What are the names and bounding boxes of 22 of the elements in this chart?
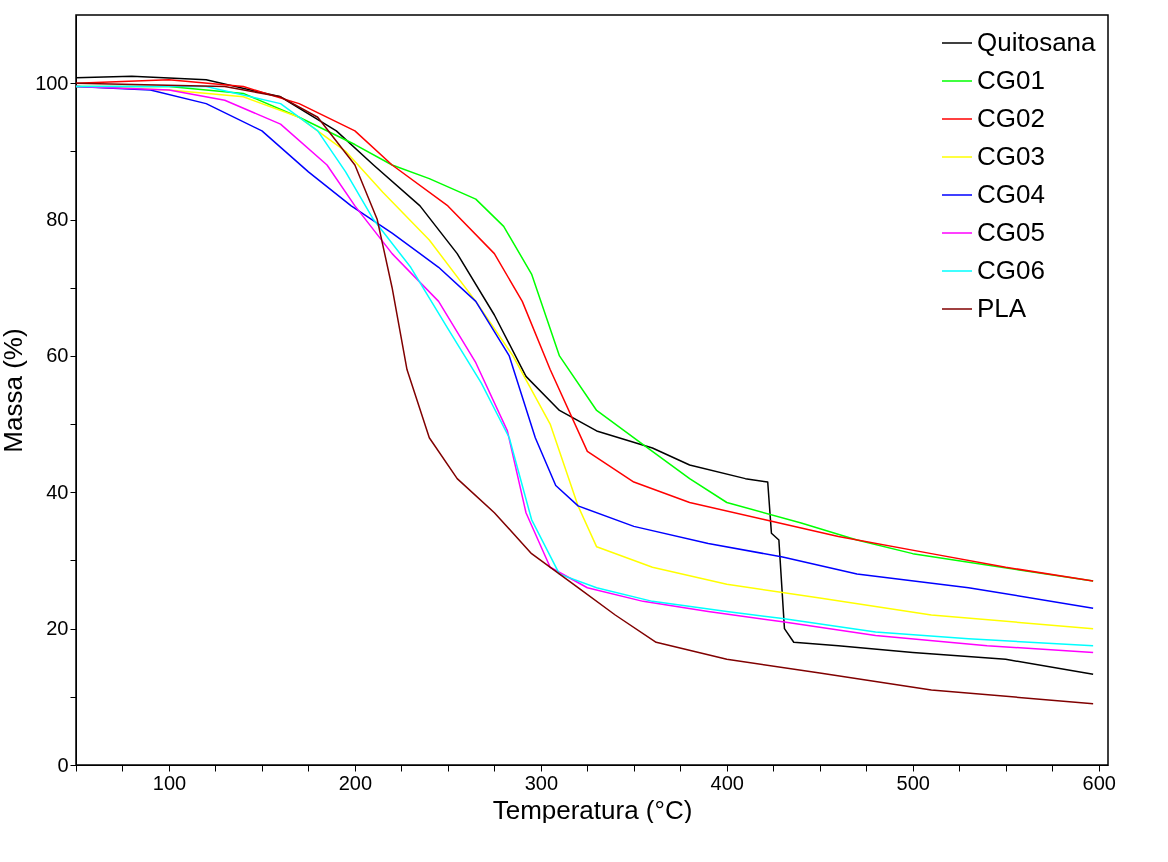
x-tick-label: 600 xyxy=(1082,771,1116,794)
legend-label: CG02 xyxy=(977,103,1045,133)
x-axis-title: Temperatura (°C) xyxy=(492,794,693,825)
legend-label: CG05 xyxy=(977,217,1045,247)
x-tick-label: 200 xyxy=(338,771,373,794)
y-tick-label: 40 xyxy=(46,480,69,503)
y-tick-label: 0 xyxy=(57,753,69,776)
x-tick-label: 400 xyxy=(710,771,744,794)
legend-label: CG04 xyxy=(977,179,1045,209)
y-tick-label: 60 xyxy=(46,344,69,367)
y-tick-label: 20 xyxy=(46,617,69,640)
y-axis-title: Massa (%) xyxy=(0,328,29,453)
legend-label: CG01 xyxy=(977,65,1045,95)
legend-label: CG06 xyxy=(977,255,1045,285)
x-tick-label: 300 xyxy=(524,771,559,794)
y-tick-label: 80 xyxy=(46,208,69,231)
legend-label: CG03 xyxy=(977,141,1045,171)
x-tick-label: 500 xyxy=(896,771,930,794)
legend-label: Quitosana xyxy=(977,27,1097,57)
x-tick-label: 100 xyxy=(152,771,187,794)
legend-label: PLA xyxy=(977,293,1027,323)
y-tick-label: 100 xyxy=(35,71,69,94)
